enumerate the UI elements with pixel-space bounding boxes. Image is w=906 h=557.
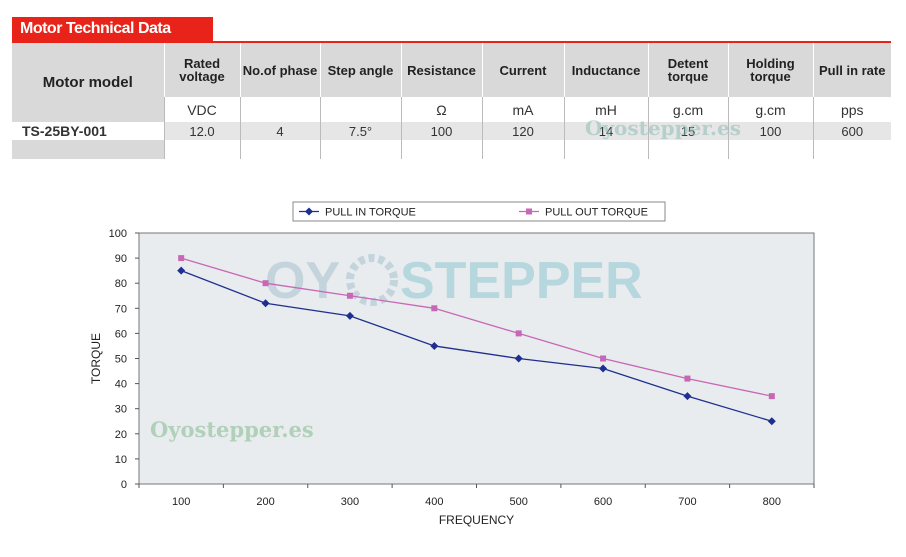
watermark-text: Oyostepper.es [150,417,314,442]
section-title: Motor Technical Data [12,17,213,41]
legend-label: PULL OUT TORQUE [545,207,648,219]
watermark-gear-icon [346,254,398,306]
unit-cell: pps [812,97,891,122]
y-tick-label: 40 [115,379,127,391]
torque-frequency-chart: OY STEPPER Oyostepper.es 0 10 20 30 40 50 60 70 80 9… [89,201,815,527]
motor-spec-table: Motor model Rated voltage No.of phase St… [12,43,891,159]
x-tick-label: 400 [425,496,443,508]
column-header: Pull in rate [812,43,891,97]
unit-cell: g.cm [727,97,813,122]
unit-cell: VDC [163,97,240,122]
empty-cell [481,140,564,159]
empty-cell [319,140,401,159]
data-point [684,375,691,382]
empty-cell [12,140,164,159]
y-tick-label: 30 [115,404,127,416]
column-header: Detent torque [647,43,728,97]
y-tick-label: 10 [115,454,127,466]
table-cell: 100 [400,122,482,140]
data-point [430,341,439,350]
table-header-row: Motor model Rated voltage No.of phase St… [12,43,891,122]
data-point [305,207,313,216]
unit-cell [239,97,320,122]
column-header: Resistance [400,43,482,97]
table-cell: 12.0 [163,122,240,140]
empty-cell [727,140,813,159]
table-cell: 120 [481,122,564,140]
empty-cell [163,140,240,159]
watermark-logo-text: OY [265,252,340,310]
x-axis-label: FREQUENCY [439,513,514,527]
empty-cell [400,140,482,159]
watermark-logo-text: STEPPER [400,252,643,310]
y-axis-label: TORQUE [89,333,103,384]
y-tick-label: 80 [115,278,127,290]
unit-row: VDC Ω mA mH g.cm g.cm pps [12,97,891,122]
title-divider [12,41,891,43]
data-point [599,364,608,373]
x-tick-label: 700 [678,496,696,508]
x-tick-label: 300 [341,496,359,508]
y-tick-label: 70 [115,303,127,315]
table-cell: 14 [563,122,648,140]
table-cell: 4 [239,122,320,140]
x-tick-label: 800 [763,496,781,508]
series-line [181,257,772,397]
empty-cell [239,140,320,159]
data-point [177,266,186,275]
unit-cell: mA [481,97,564,122]
y-tick-label: 50 [115,354,127,366]
column-header: Rated voltage [163,43,240,97]
y-tick-label: 60 [115,328,127,340]
unit-cell: mH [563,97,648,122]
empty-cell [563,140,648,159]
x-tick-label: 200 [256,496,274,508]
data-point [768,393,775,400]
data-point [178,255,185,262]
column-header: No.of phase [239,43,320,97]
data-point [767,417,776,426]
empty-cell [647,140,728,159]
column-header: Current [481,43,564,97]
data-point [345,311,354,320]
empty-table-row [12,140,891,159]
table-cell: 7.5° [319,122,401,140]
legend-label: PULL IN TORQUE [325,207,416,219]
y-tick-label: 100 [109,228,127,240]
model-name-cell: TS-25BY-001 [12,122,164,140]
unit-cell: g.cm [647,97,728,122]
data-point [600,355,607,362]
data-point [431,305,438,312]
data-point [683,392,692,401]
column-header: Inductance [563,43,648,97]
data-point [346,292,353,299]
empty-cell [812,140,891,159]
unit-cell [319,97,401,122]
table-row: TS-25BY-001 12.0 4 7.5° 100 120 14 15 10… [12,122,891,140]
table-cell: 600 [812,122,891,140]
x-tick-label: 500 [510,496,528,508]
column-header: Step angle [319,43,401,97]
data-point [526,208,532,215]
model-column-header: Motor model [12,43,164,122]
data-point [514,354,523,363]
column-header: Holding torque [727,43,813,97]
y-tick-label: 90 [115,253,127,265]
table-cell: 15 [647,122,728,140]
y-tick-label: 0 [121,479,127,491]
table-cell: 100 [727,122,813,140]
data-point [515,330,522,337]
x-tick-label: 600 [594,496,612,508]
y-tick-label: 20 [115,429,127,441]
unit-cell: Ω [400,97,482,122]
chart-legend [292,201,666,222]
data-point [261,299,270,308]
x-tick-label: 100 [172,496,190,508]
data-point [262,280,269,287]
series-line [180,270,772,422]
